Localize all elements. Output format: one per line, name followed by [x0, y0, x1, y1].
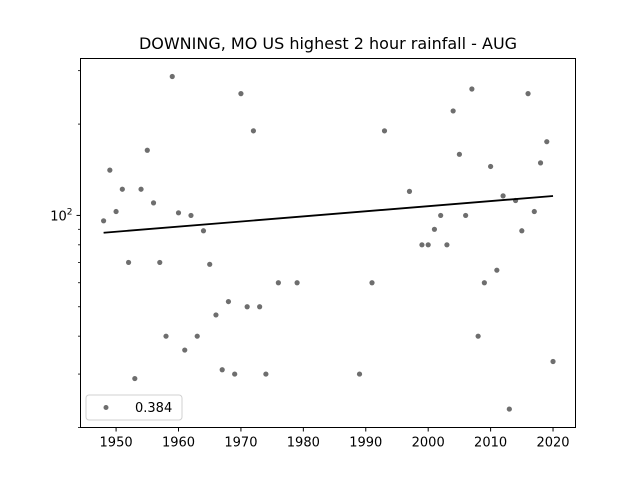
data-point	[406, 188, 413, 194]
data-point	[494, 267, 500, 273]
x-tick-label: 1970	[224, 436, 257, 451]
data-point	[425, 242, 431, 248]
legend-label: 0.384	[135, 401, 172, 416]
data-point	[537, 160, 544, 166]
data-point	[163, 333, 169, 339]
data-point	[119, 186, 125, 192]
data-point	[250, 128, 257, 134]
data-point	[213, 312, 219, 318]
data-point	[438, 212, 444, 219]
x-tick-label: 2020	[536, 436, 569, 451]
data-point	[150, 200, 157, 206]
data-point	[100, 218, 107, 224]
x-tick-label: 1960	[162, 436, 195, 451]
x-tick-label: 1990	[349, 436, 382, 451]
trend-line-group	[103, 195, 554, 234]
data-points	[100, 73, 556, 412]
y-tick-label-base: 10	[50, 209, 67, 224]
data-point	[506, 406, 512, 412]
x-axis: 1950 1960 1970 1980 1990 2000 2010 2020	[100, 427, 570, 451]
data-point	[225, 298, 232, 305]
data-point	[244, 304, 250, 310]
x-tick-label: 1980	[287, 436, 320, 451]
data-point	[444, 242, 450, 248]
data-point	[125, 259, 132, 266]
data-point	[519, 228, 525, 234]
data-point	[138, 186, 144, 192]
data-point	[144, 147, 150, 153]
x-tick-label: 2010	[474, 436, 507, 451]
data-point	[550, 358, 556, 365]
data-point	[188, 212, 194, 219]
data-point	[182, 347, 188, 353]
data-point	[263, 371, 269, 377]
data-point	[469, 86, 475, 92]
data-point	[169, 73, 175, 80]
data-point	[132, 375, 138, 382]
chart-title: DOWNING, MO US highest 2 hour rainfall -…	[139, 34, 517, 53]
data-point	[419, 242, 425, 248]
legend-box	[85, 394, 183, 421]
data-point	[275, 280, 281, 286]
trend-line	[103, 195, 554, 234]
data-point	[113, 208, 119, 215]
data-point	[232, 371, 238, 377]
data-point	[431, 226, 438, 232]
data-point	[463, 212, 469, 219]
data-point	[238, 91, 244, 97]
data-point	[544, 139, 550, 145]
data-point	[356, 371, 363, 377]
data-point	[531, 208, 537, 215]
data-point	[200, 228, 207, 234]
data-point	[207, 261, 213, 267]
data-point	[257, 304, 263, 310]
data-point	[525, 91, 531, 97]
plot-area-frame	[80, 58, 576, 428]
data-point	[194, 333, 200, 339]
legend: 0.384	[85, 394, 183, 421]
data-point	[381, 128, 388, 134]
data-point	[175, 210, 182, 216]
legend-marker	[103, 405, 109, 410]
data-point	[475, 333, 481, 339]
y-axis: 102	[50, 70, 81, 428]
data-point	[157, 259, 163, 266]
data-point	[450, 108, 456, 114]
y-tick-label: 102	[50, 207, 72, 224]
data-point	[456, 151, 462, 157]
data-point	[219, 367, 225, 373]
x-tick-label: 2000	[412, 436, 445, 451]
y-tick-label-exponent: 2	[67, 207, 73, 217]
data-point	[500, 193, 506, 199]
data-point	[369, 280, 375, 286]
data-point	[488, 163, 494, 170]
x-tick-label: 1950	[100, 436, 133, 451]
data-point	[294, 280, 300, 286]
data-point	[107, 167, 113, 173]
data-point	[481, 280, 487, 286]
